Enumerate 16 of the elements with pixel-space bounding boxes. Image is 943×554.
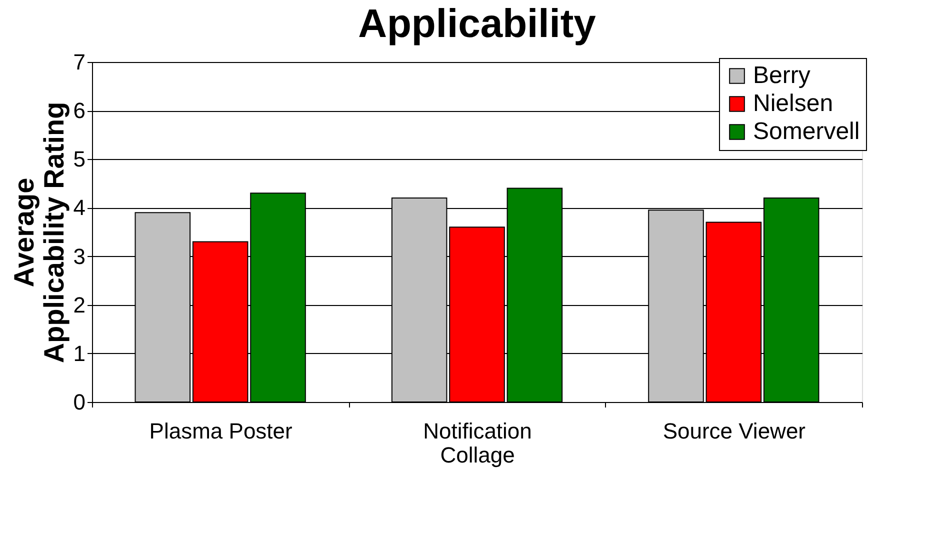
y-axis-title: Average Applicability Rating	[8, 102, 70, 364]
legend-label: Somervell	[753, 118, 860, 145]
y-tick-label: 6	[73, 98, 86, 124]
x-tick-label: Plasma Poster	[149, 418, 292, 444]
y-tick-label: 5	[73, 146, 86, 172]
y-tick-label: 0	[73, 390, 86, 414]
x-tick-label: Source Viewer	[662, 418, 806, 444]
y-tick-label: 1	[73, 340, 86, 366]
y-tick-label: 3	[73, 244, 86, 269]
y-tick-label: 4	[73, 195, 86, 220]
y-tick-label: 7	[73, 50, 86, 74]
y-tick-label: 2	[73, 292, 86, 318]
legend-label: Berry	[753, 62, 810, 89]
legend-label: Nielsen	[753, 90, 834, 117]
x-tick-label: Notification Collage	[423, 418, 532, 468]
chart-title: Applicability	[358, 2, 597, 46]
